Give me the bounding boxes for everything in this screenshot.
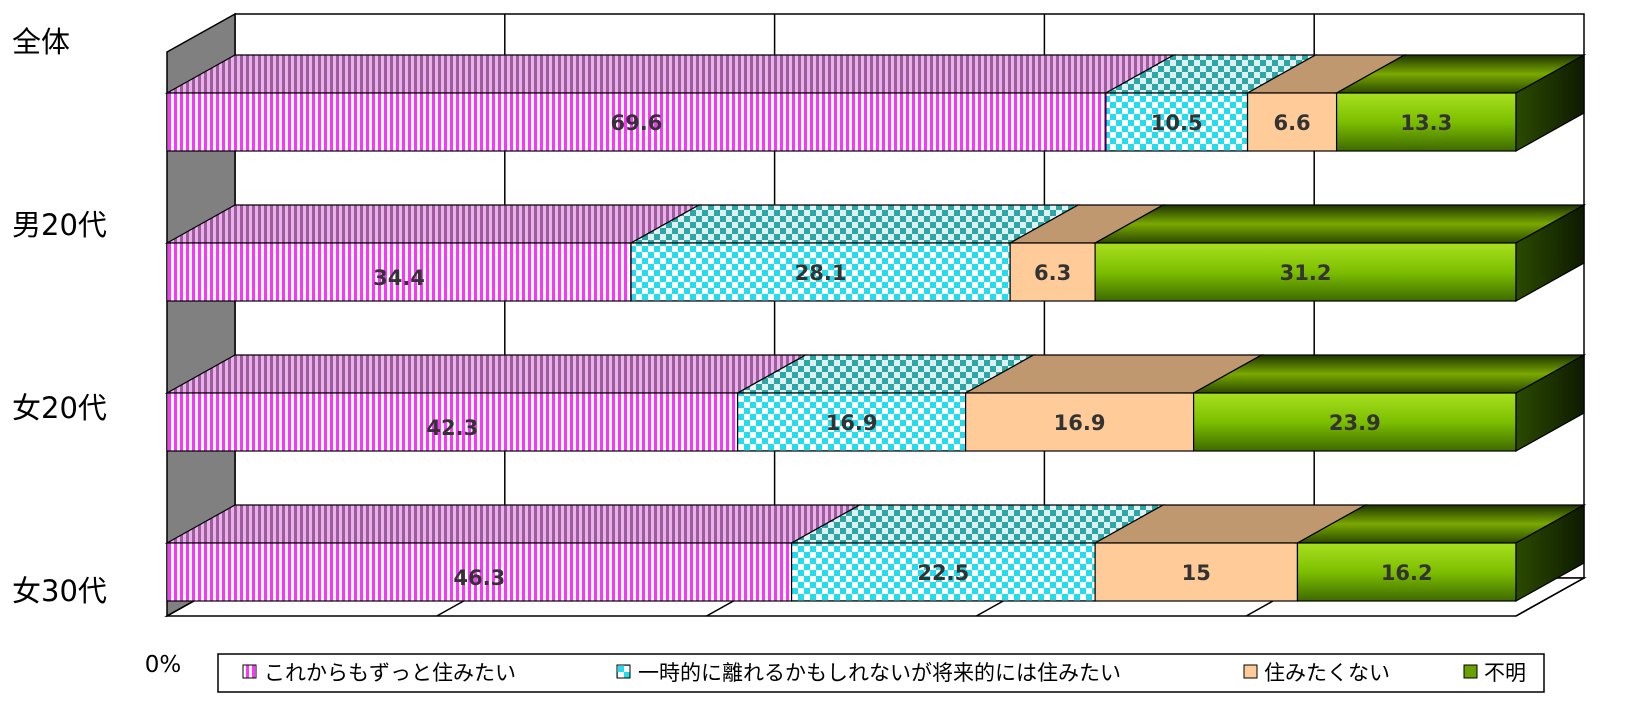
bar <box>1335 92 1517 152</box>
bar <box>166 392 739 452</box>
bar <box>737 392 967 452</box>
category-label: 全体 <box>12 25 70 59</box>
bar <box>630 242 1011 302</box>
data-label: 16.9 <box>826 411 878 435</box>
bar-top <box>1092 204 1587 244</box>
data-label: 10.5 <box>1151 111 1203 135</box>
legend-item-series-4: 不明 <box>1463 661 1526 685</box>
legend-item-series-1: これからもずっと住みたい <box>242 661 516 685</box>
data-label: 28.1 <box>795 261 847 285</box>
x-tick-label: 0% <box>145 652 182 678</box>
bar <box>166 242 632 302</box>
data-label: 42.3 <box>426 416 478 440</box>
bar <box>1192 392 1517 452</box>
bar <box>790 542 1096 602</box>
data-label: 34.4 <box>373 266 425 290</box>
bar-top <box>164 204 702 244</box>
legend-label-series-1: これからもずっと住みたい <box>264 661 516 685</box>
legend-item-series-2: 一時的に離れるかもしれないが将来的には住みたい <box>616 661 1121 685</box>
bar <box>1105 92 1249 152</box>
bar-group <box>164 53 1587 153</box>
data-label: 31.2 <box>1280 261 1332 285</box>
legend-swatch-series-3 <box>1243 664 1258 679</box>
bar-top <box>164 54 1177 94</box>
category-label: 女30代 <box>12 574 107 608</box>
bar-side <box>1515 53 1585 153</box>
bar <box>1009 242 1096 302</box>
data-label: 16.9 <box>1054 411 1106 435</box>
data-label: 6.3 <box>1034 261 1071 285</box>
bar <box>1296 542 1517 602</box>
data-label: 46.3 <box>453 566 505 590</box>
bar-top <box>164 504 862 544</box>
category-label: 男20代 <box>12 208 107 242</box>
bar <box>1246 92 1338 152</box>
legend-label-series-4: 不明 <box>1484 661 1526 685</box>
bar-top <box>164 354 808 394</box>
legend-swatch-series-2 <box>616 664 631 679</box>
bar <box>965 392 1195 452</box>
legend-swatch-series-4 <box>1463 664 1478 679</box>
category-label: 女20代 <box>12 391 107 425</box>
bar-group <box>164 503 1587 603</box>
floor-gridline <box>1515 577 1585 617</box>
bar <box>166 92 1107 152</box>
bar-group <box>164 203 1587 303</box>
legend-box <box>217 653 1545 693</box>
bar <box>1094 542 1299 602</box>
legend-swatch-series-1 <box>242 664 257 679</box>
bar-group <box>164 353 1587 453</box>
bar-side <box>1515 203 1585 303</box>
data-label: 6.6 <box>1273 111 1310 135</box>
data-label: 16.2 <box>1381 561 1433 585</box>
bar <box>166 542 793 602</box>
bar <box>1094 242 1517 302</box>
data-label: 22.5 <box>917 561 969 585</box>
legend-item-series-3: 住みたくない <box>1243 661 1390 685</box>
legend-label-series-2: 一時的に離れるかもしれないが将来的には住みたい <box>638 661 1121 685</box>
data-label: 69.6 <box>611 111 663 135</box>
data-label: 13.3 <box>1400 111 1452 135</box>
data-label: 15 <box>1182 561 1211 585</box>
data-label: 23.9 <box>1329 411 1381 435</box>
legend-label-series-3: 住みたくない <box>1264 661 1390 685</box>
bar-top <box>628 204 1081 244</box>
legend: これからもずっと住みたい 一時的に離れるかもしれないが将来的には住みたい 住みた… <box>217 653 1545 693</box>
bar-side <box>1515 503 1585 603</box>
bar-side <box>1515 353 1585 453</box>
bars-layer <box>164 53 1587 603</box>
